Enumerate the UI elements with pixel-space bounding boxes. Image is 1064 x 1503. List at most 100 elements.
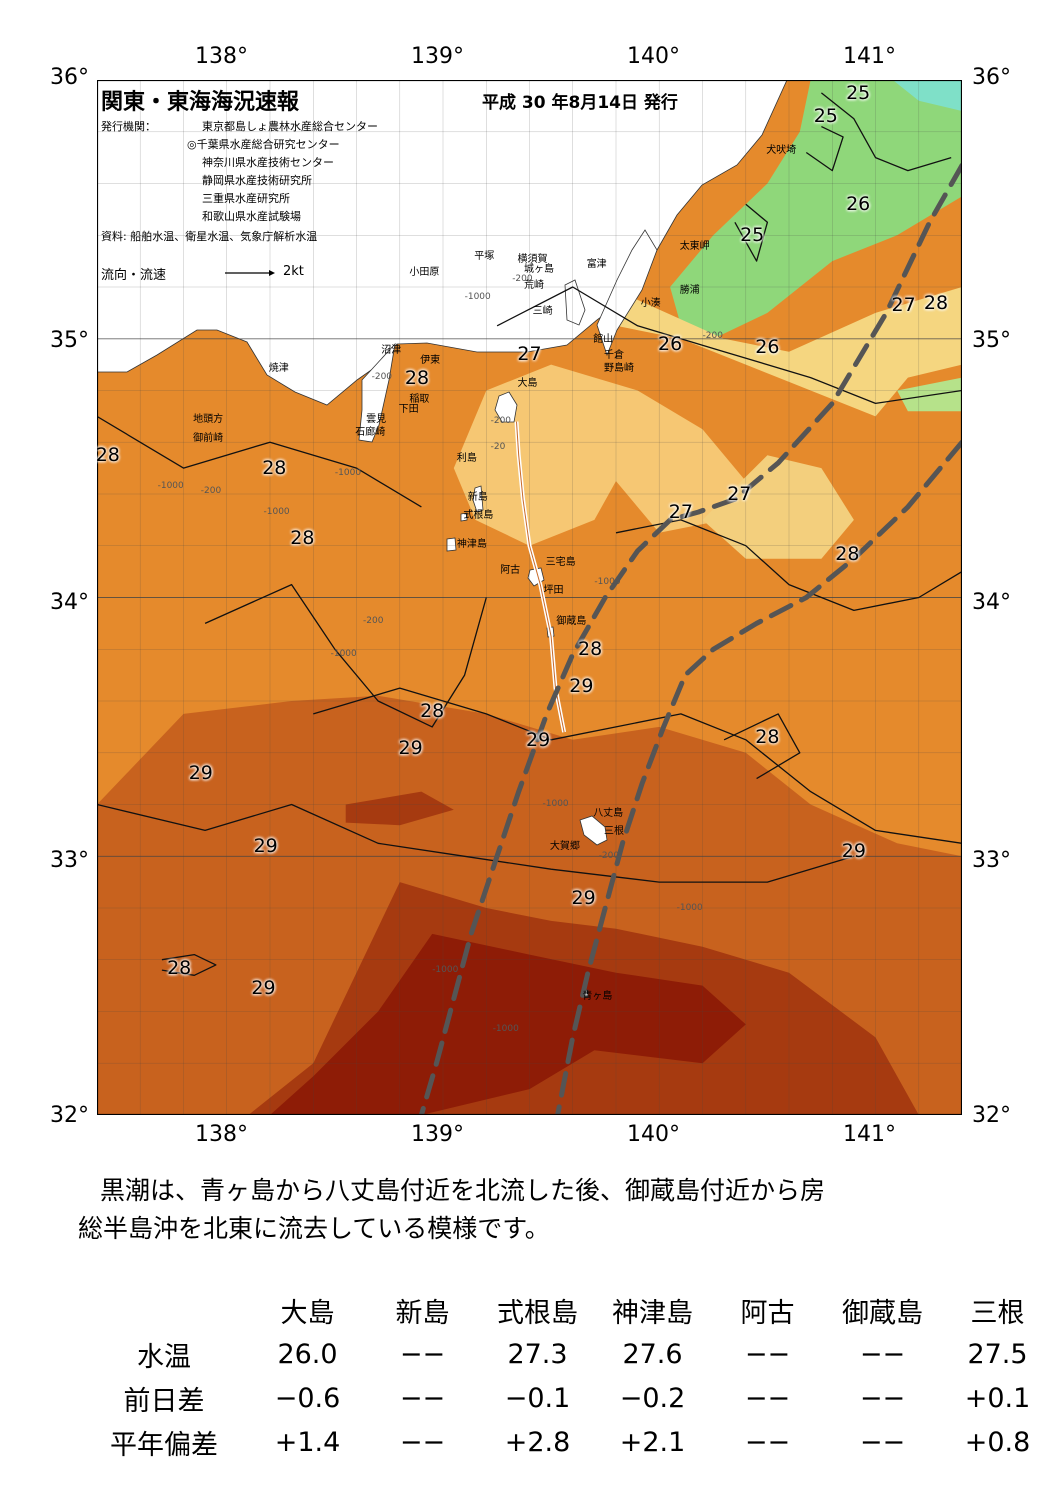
place-name: 神津島 [456,538,487,550]
place-name: 下田 [398,404,419,415]
place-name: 館山 [593,334,614,346]
place-name: 富津 [586,259,607,271]
lon-label-top-140: 140° [627,44,680,69]
row-label: 前日差 [123,1385,205,1417]
isotherm-label: 28 [835,542,860,565]
isotherm-line [723,713,801,780]
place-name: 地頭方 [193,414,224,426]
ship-track-core [516,421,565,733]
depth-label: -200 [512,274,533,285]
place-name: 焼津 [268,362,289,374]
kuroshio-path [555,439,962,1115]
isotherm-label: 26 [846,193,871,216]
row-label: 水温 [137,1341,191,1373]
place-name: 坪田 [543,585,564,597]
place-name: 犬吠埼 [766,145,797,157]
depth-label: -1000 [676,902,703,913]
lon-label-bottom-138: 138° [195,1122,248,1147]
place-name: 三宅島 [545,556,576,568]
isotherm-label: 27 [891,294,916,317]
kuroshio-axis [418,162,962,1115]
depth-label: -200 [598,851,620,862]
place-name: 八丈島 [593,807,624,819]
depth-label: -1000 [432,964,459,975]
place-name: 三崎 [532,305,553,317]
table-cell: 27.3 [507,1338,568,1370]
lon-label-bottom-140: 140° [627,1122,680,1147]
isotherm-label: 29 [398,736,423,759]
table-cell: −0.1 [504,1382,571,1414]
isotherm-label: 27 [727,483,752,505]
map-title: 関東・東海海況速報 [101,90,300,115]
depth-label: -1000 [334,468,362,479]
ship-track [514,421,567,733]
isotherm-label: 28 [262,457,287,480]
sea-temperature-map: 関東・東海海況速報 平成 30 年8月14日 発行 発行機関： 東京都島しょ農林… [96,80,962,1115]
table-row: 平年偏差 +1.4 −− +2.8 +2.1 −− −− +0.8 [78,1420,1055,1464]
place-name: 三根 [604,825,624,837]
map-border [97,80,962,1115]
agencies-label: 発行機関： [101,120,156,133]
land-areas [97,80,788,998]
land-shikinejima [460,512,468,522]
table-cell: +0.8 [964,1426,1031,1458]
lat-label-left-34: 34° [50,590,89,615]
place-name: 利島 [456,453,477,465]
isotherm-line [313,687,962,844]
depth-label: -200 [371,372,393,383]
depth-label: -1000 [492,1024,519,1035]
table-cell: 27.6 [622,1338,683,1370]
table-cell: 26.0 [277,1338,338,1370]
lat-label-left-36: 36° [50,65,89,90]
place-name: 石廊崎 [355,427,386,439]
table-cell: −0.6 [274,1382,341,1414]
zone-east-yellow [702,455,854,559]
table-header-row: 大島 新島 式根島 神津島 阿古 御蔵島 三根 [78,1288,1055,1332]
land-boso-peninsula [596,229,658,357]
isotherm-line [734,203,769,262]
table-cell: +1.4 [274,1426,341,1458]
place-name: 城ヶ島 [524,264,554,276]
place-name: 御前崎 [193,432,224,444]
isotherm-label: 28 [755,726,780,749]
zone-north-cyan [892,80,962,111]
place-name: 千倉 [604,349,624,361]
lon-label-top-138: 138° [195,44,248,69]
place-name: 太東岬 [679,241,710,252]
table-cell: −− [859,1382,906,1414]
isotherm-label: 29 [569,674,594,697]
place-name: 沼津 [381,344,402,356]
isotherm-label: 25 [846,81,871,104]
lat-label-right-35: 35° [972,328,1011,353]
isotherm-label: 29 [526,728,551,751]
isotherm-label: 29 [253,834,278,857]
table-cell: +0.1 [964,1382,1031,1414]
place-name: 雲見 [366,414,387,426]
issue-date: 平成 30 年8月14日 発行 [482,93,678,113]
isotherm-line [97,415,422,508]
temperature-table: 大島 新島 式根島 神津島 阿古 御蔵島 三根 水温 26.0 −− 27.3 … [78,1288,1055,1464]
lon-label-top-141: 141° [843,44,896,69]
depth-label: -200 [363,615,384,626]
table-corner [78,1288,250,1332]
place-name: 稲取 [409,393,430,405]
place-name: 御蔵島 [556,616,587,628]
table-cell: −− [744,1382,791,1414]
kuroshio-path [418,162,962,1115]
isotherm-label: 27 [517,343,542,366]
col-header: 阿古 [740,1297,795,1329]
depth-label: -200 [200,486,222,497]
isotherm-line [496,286,962,405]
depth-label: -1000 [330,649,357,660]
isotherm-label: 28 [290,527,315,549]
isotherm-label: 28 [578,638,603,661]
col-header: 御蔵島 [842,1297,923,1329]
agency-2: 神奈川県水産技術センター [202,156,334,169]
zone-hottest [270,933,746,1115]
isotherm-label: 26 [755,335,780,358]
depth-label: -1000 [464,292,491,303]
isotherm-label: 28 [167,956,192,979]
isotherm-line [161,953,217,976]
table-cell: −− [859,1426,906,1458]
isotherm-line [820,92,952,172]
